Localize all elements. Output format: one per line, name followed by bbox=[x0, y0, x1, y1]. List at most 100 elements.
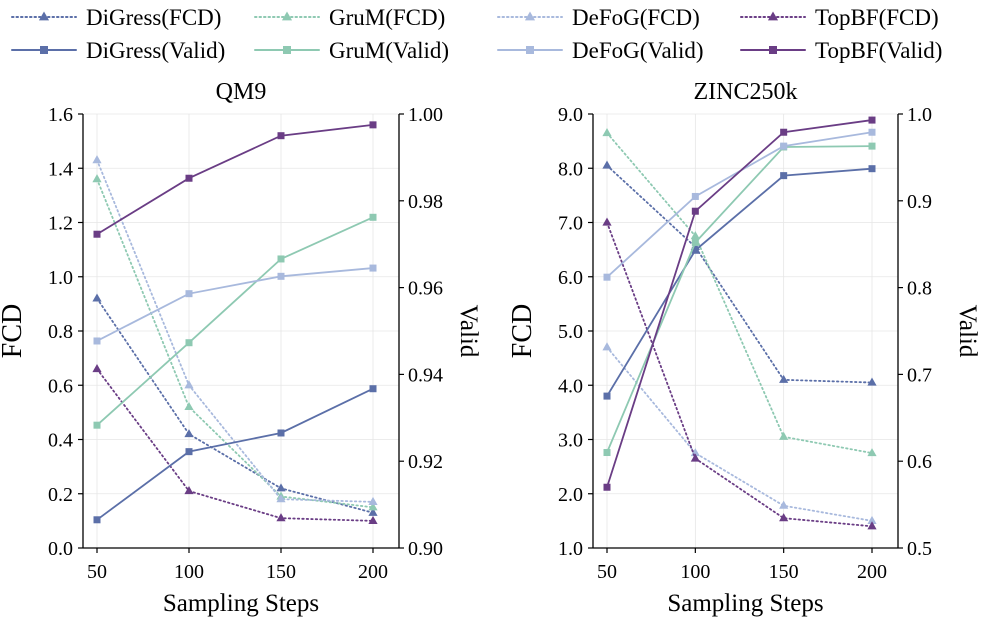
data-point-triangle bbox=[867, 448, 877, 457]
y-left-tick-label: 0.6 bbox=[48, 375, 73, 397]
legend-marker-square bbox=[526, 46, 534, 54]
data-point-square bbox=[93, 516, 101, 524]
series-line bbox=[96, 297, 374, 514]
data-point-square bbox=[185, 290, 193, 298]
data-point-square bbox=[277, 255, 285, 263]
series-line bbox=[96, 123, 374, 235]
x-tick-label: 100 bbox=[680, 561, 710, 583]
series-line bbox=[606, 119, 873, 488]
x-tick-label: 200 bbox=[358, 561, 388, 583]
legend-label: TopBF(Valid) bbox=[815, 38, 942, 63]
data-point-triangle bbox=[184, 401, 194, 411]
series-grum-fcd bbox=[602, 127, 877, 457]
panel-zinc250k: 1.0 2.0 3.0 4.0 5.0 6.0 7.0 8.0 9.0 0.5 0.6 0.7 0.8 0… bbox=[507, 79, 981, 617]
y-left-axis-label: FCD bbox=[507, 304, 538, 358]
data-point-square bbox=[277, 429, 285, 437]
legend-entry-defog-valid: DeFoG(Valid) bbox=[497, 38, 704, 63]
y-right-axis-label: Valid bbox=[954, 305, 981, 358]
data-point-triangle bbox=[867, 521, 877, 530]
y-left-tick-label: 0.4 bbox=[48, 430, 73, 452]
data-point-triangle bbox=[276, 483, 286, 492]
legend-marker-triangle bbox=[281, 11, 293, 21]
y-left-tick-label: 5.0 bbox=[558, 321, 583, 343]
panel-title: ZINC250k bbox=[694, 79, 798, 105]
x-axis-label: Sampling Steps bbox=[163, 590, 319, 617]
series-line bbox=[606, 145, 873, 453]
panel-qm9: 0.0 0.2 0.4 0.6 0.8 1.0 1.2 1.4 1.6 0.90 0.92 0.94 0… bbox=[0, 79, 482, 617]
data-point-square bbox=[93, 337, 101, 345]
x-tick-label: 50 bbox=[597, 561, 617, 583]
data-point-triangle bbox=[368, 515, 378, 524]
x-tick-label: 50 bbox=[87, 561, 107, 583]
series-line bbox=[606, 164, 873, 384]
y-left-tick-label: 1.0 bbox=[48, 267, 73, 289]
series-line bbox=[96, 387, 374, 521]
x-axis-label: Sampling Steps bbox=[667, 590, 823, 617]
data-point-triangle bbox=[602, 217, 612, 226]
series-line bbox=[96, 267, 374, 342]
data-point-triangle bbox=[92, 155, 102, 164]
data-point-triangle bbox=[779, 500, 789, 509]
data-point-triangle bbox=[779, 374, 789, 383]
data-point-triangle bbox=[779, 431, 789, 440]
y-left-axis-label: FCD bbox=[0, 304, 28, 358]
legend-label: DiGress(FCD) bbox=[86, 5, 221, 30]
y-left-tick-label: 8.0 bbox=[558, 158, 583, 180]
panel-title: QM9 bbox=[216, 79, 267, 105]
data-point-triangle bbox=[779, 513, 789, 522]
data-point-triangle bbox=[92, 174, 102, 183]
data-point-triangle bbox=[867, 377, 877, 386]
data-point-square bbox=[691, 238, 699, 246]
data-point-square bbox=[93, 230, 101, 238]
series-line bbox=[96, 178, 374, 509]
x-tick-label: 100 bbox=[174, 561, 204, 583]
data-point-triangle bbox=[184, 380, 194, 389]
data-point-square bbox=[185, 339, 193, 347]
data-point-triangle bbox=[276, 494, 286, 503]
data-point-square bbox=[277, 132, 285, 140]
data-point-square bbox=[868, 142, 876, 150]
data-point-square bbox=[369, 385, 377, 393]
x-tick-label: 200 bbox=[857, 561, 887, 583]
data-point-triangle bbox=[602, 160, 612, 169]
data-point-square bbox=[603, 483, 611, 491]
data-point-triangle bbox=[690, 453, 700, 462]
y-left-tick-label: 4.0 bbox=[558, 375, 583, 397]
series-defog-fcd bbox=[602, 342, 877, 524]
series-grum-fcd bbox=[92, 174, 378, 511]
legend-label: DeFoG(Valid) bbox=[572, 38, 704, 63]
series-line bbox=[96, 368, 374, 522]
series-line bbox=[606, 131, 873, 278]
data-point-square bbox=[868, 165, 876, 173]
grid bbox=[593, 113, 898, 549]
series-topbf-fcd bbox=[602, 217, 877, 530]
data-point-square bbox=[780, 142, 788, 150]
data-point-square bbox=[185, 448, 193, 456]
data-point-triangle bbox=[368, 496, 378, 505]
series-grum-valid bbox=[93, 213, 377, 429]
y-right-tick-label: 0.9 bbox=[907, 191, 932, 213]
data-point-triangle bbox=[368, 502, 378, 511]
legend-marker-square bbox=[769, 46, 777, 54]
series-line bbox=[606, 167, 873, 397]
series-line bbox=[606, 132, 873, 454]
series-topbf-valid bbox=[603, 116, 876, 491]
legend: DiGress(FCD) GruM(FCD) DeFoG(FCD) TopBF(FCD… bbox=[11, 5, 942, 63]
y-right-tick-label: 0.94 bbox=[408, 364, 443, 386]
series-line bbox=[606, 221, 873, 528]
data-point-square bbox=[780, 172, 788, 180]
y-right-tick-label: 0.8 bbox=[907, 278, 932, 300]
data-point-triangle bbox=[602, 127, 612, 137]
x-tick-label: 150 bbox=[266, 561, 296, 583]
y-left-tick-label: 2.0 bbox=[558, 484, 583, 506]
legend-entry-grum-fcd: GruM(FCD) bbox=[254, 5, 445, 30]
series-digress-valid bbox=[93, 385, 377, 524]
data-point-square bbox=[369, 264, 377, 272]
legend-entry-topbf-fcd: TopBF(FCD) bbox=[740, 5, 939, 30]
y-right-tick-label: 0.90 bbox=[408, 538, 443, 560]
series-line bbox=[96, 216, 374, 426]
data-point-triangle bbox=[92, 363, 102, 373]
y-left-tick-label: 1.0 bbox=[558, 538, 583, 560]
data-point-square bbox=[185, 174, 193, 182]
